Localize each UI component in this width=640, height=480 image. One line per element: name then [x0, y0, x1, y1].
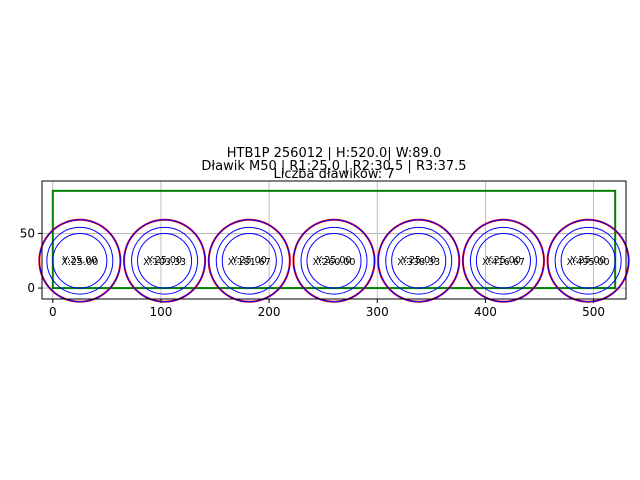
- gland-circle-r3: [462, 219, 545, 303]
- gland-circle-r2: [554, 226, 622, 295]
- gland-y-label: Y:25.00: [400, 255, 436, 266]
- x-tick-label: 0: [49, 305, 57, 319]
- gland-y-label: Y:25.00: [570, 255, 606, 266]
- x-tick-label: 300: [366, 305, 389, 319]
- title-line-2: Dławik M50 | R1:25.0 | R2:30.5 | R3:37.5: [201, 159, 466, 174]
- gland-circle-r2: [215, 226, 283, 295]
- y-tick-label: 50: [20, 226, 35, 240]
- gland-circle-r1: [560, 232, 616, 289]
- gland-x-label: X:416.67: [482, 257, 525, 268]
- y-tick-label: 0: [27, 281, 35, 295]
- plate-rect: [51, 189, 617, 290]
- gland-y-label: Y:25.00: [61, 255, 97, 266]
- gland-circle-r3: [377, 219, 460, 303]
- gland-circle-r3: [123, 219, 206, 303]
- gland-x-label: X:103.33: [143, 257, 186, 268]
- title-line-1: HTB1P 256012 | H:520.0| W:89.0: [227, 146, 441, 161]
- gland-circle-r1: [306, 232, 362, 289]
- gland-y-label: Y:25.00: [485, 255, 521, 266]
- gland-circle-r1: [221, 232, 277, 289]
- gland-x-label: X:25.00: [61, 257, 98, 268]
- gland-circle-r2: [385, 226, 453, 295]
- gland-y-label: Y:25.00: [231, 255, 267, 266]
- gland-7: Y:25.00X:495.00: [546, 218, 630, 303]
- x-tick-label: 200: [258, 305, 281, 319]
- gland-x-label: X:260.00: [313, 257, 356, 268]
- gland-circle-r1: [52, 232, 108, 289]
- gland-circle-r1: [137, 232, 193, 289]
- gland-3: Y:25.00X:181.67: [207, 218, 291, 303]
- axes-frame: [41, 180, 627, 300]
- glands: Y:25.00X:25.00 Y:25.00X:103.33 Y:25.00X:18…: [38, 218, 630, 303]
- gland-2: Y:25.00X:103.33: [123, 218, 207, 303]
- gland-circle-r3: [292, 219, 376, 303]
- gland-4: Y:25.00X:260.00: [292, 218, 376, 303]
- axes: 0 100 200 300 400 500 0 50: [20, 180, 627, 319]
- gland-circle-r1: [391, 232, 447, 289]
- x-tick-label: 100: [150, 305, 173, 319]
- gland-circle-r3: [547, 219, 630, 303]
- gland-circle-r2: [300, 226, 368, 295]
- gland-circle-r1: [475, 232, 531, 289]
- gland-circle-r3: [208, 219, 291, 303]
- gland-5: Y:25.00X:338.33: [377, 218, 461, 303]
- gland-x-label: X:338.33: [397, 257, 440, 268]
- gland-x-label: X:495.00: [567, 257, 610, 268]
- gland-circle-r3: [38, 219, 121, 303]
- title-line-3: Liczba dławików: 7: [273, 167, 394, 182]
- gland-1: Y:25.00X:25.00: [38, 218, 122, 303]
- gland-circle-r2: [131, 226, 199, 295]
- gland-y-label: Y:25.00: [316, 255, 352, 266]
- gland-circle-r2: [469, 226, 537, 295]
- gland-y-label: Y:25.00: [146, 255, 182, 266]
- gland-x-label: X:181.67: [228, 257, 271, 268]
- x-tick-label: 400: [474, 305, 497, 319]
- gland-circle-r2: [46, 226, 114, 295]
- plate-outline: [51, 189, 617, 290]
- x-tick-label: 500: [582, 305, 605, 319]
- gland-6: Y:25.00X:416.67: [461, 218, 545, 303]
